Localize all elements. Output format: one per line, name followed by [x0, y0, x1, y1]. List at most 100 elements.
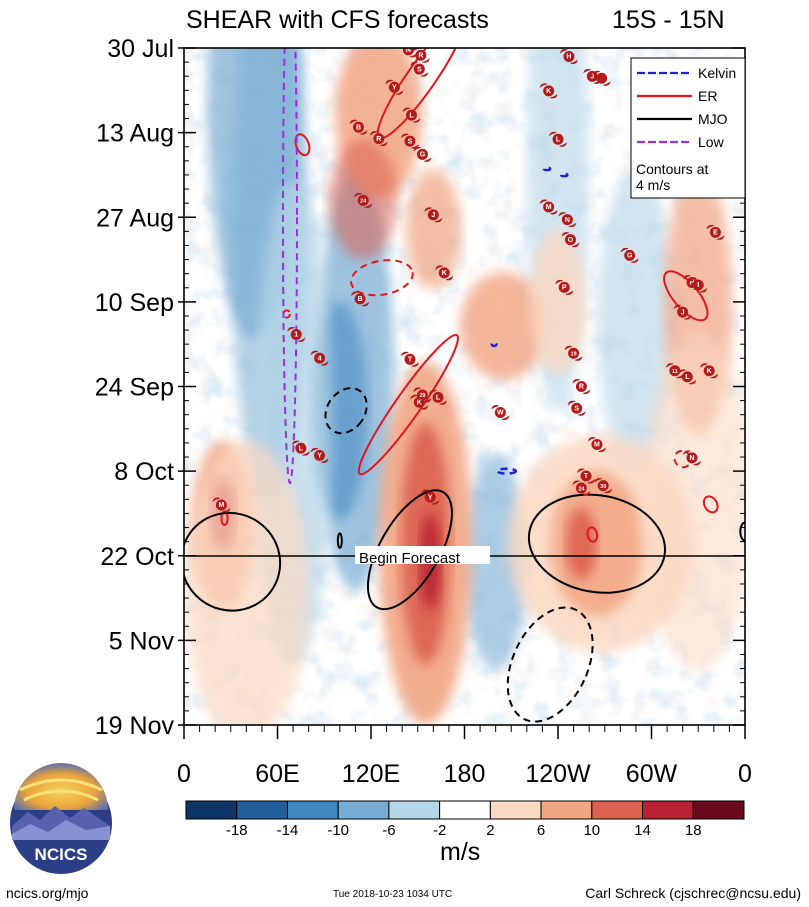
- storm-marker: Y: [310, 447, 329, 463]
- storm-arm: [411, 48, 430, 63]
- anomaly-blob: [565, 507, 597, 580]
- storm-icon: [373, 133, 385, 145]
- contour-line: [542, 166, 552, 172]
- storm-arm: [424, 207, 443, 223]
- storm-arm: [539, 83, 558, 99]
- storm-arm: [594, 478, 613, 494]
- storm-marker: K: [435, 265, 454, 281]
- colorbar-swatch: [236, 800, 288, 820]
- colorbar-label: -14: [277, 822, 299, 839]
- footer-author: Carl Schreck (cjschrec@ncsu.edu): [585, 885, 801, 901]
- y-tick-label: 27 Aug: [96, 204, 174, 232]
- storm-marker: M: [539, 199, 558, 215]
- storm-arm: [349, 119, 368, 135]
- contour-line: [357, 333, 460, 476]
- storm-label: M: [546, 204, 552, 211]
- storm-icon: [388, 81, 400, 93]
- storm-label: I: [697, 282, 699, 289]
- forecast-label: Begin Forecast: [359, 550, 461, 567]
- anomaly-blob: [529, 229, 587, 375]
- storm-label: R: [579, 384, 584, 391]
- storm-arm: [572, 379, 591, 394]
- x-tick-label: 180: [444, 760, 486, 788]
- storm-marker: N: [683, 450, 702, 466]
- storm-arm: [587, 437, 606, 453]
- storm-icon: [575, 381, 587, 392]
- storm-icon: [596, 72, 608, 84]
- colorbar-swatch: [185, 800, 238, 820]
- storm-label: J: [681, 309, 685, 316]
- storm-icon: [215, 499, 227, 511]
- storm-arm: [435, 265, 454, 281]
- colorbar-swatch: [489, 800, 542, 820]
- storm-label: L: [436, 395, 441, 402]
- storm-icon: [438, 267, 450, 279]
- storm-label: N: [406, 47, 411, 54]
- anomaly-blob: [459, 271, 548, 381]
- storm-arm: [559, 48, 578, 64]
- contour-line: [336, 532, 343, 549]
- storm-label: N: [565, 217, 570, 224]
- contour-line: [294, 133, 311, 157]
- storm-arm: [410, 394, 429, 410]
- storm-arm: [567, 400, 586, 416]
- legend: Kelvin ER MJO Low Contours at 4 m/s: [630, 57, 746, 199]
- storm-arm: [351, 291, 370, 307]
- logo-mountains-front: [12, 820, 110, 840]
- colorbar-swatch: [642, 800, 694, 820]
- storm-icon: [354, 293, 366, 305]
- storm-marker: 30: [594, 478, 613, 494]
- contour-line: [495, 467, 518, 475]
- storm-arm: [409, 52, 418, 58]
- storm-arm: [592, 70, 611, 86]
- storm-marker: L: [678, 369, 697, 385]
- storm-marker: G: [413, 146, 432, 162]
- storm-icon: [568, 347, 580, 359]
- storm-arm: [413, 146, 432, 162]
- storm-icon: [416, 148, 428, 160]
- storm-label: T: [408, 356, 413, 363]
- storm-arm: [410, 61, 429, 77]
- storm-arm: [678, 369, 697, 385]
- storm-icon: [314, 449, 326, 461]
- colorbar-label: 2: [486, 822, 494, 839]
- storm-marker: 1: [287, 327, 306, 343]
- contour-line: [506, 606, 594, 723]
- storm-label: S: [574, 405, 579, 412]
- storm-marker: G: [620, 247, 639, 263]
- storm-icon: [353, 121, 365, 133]
- colorbar: -18 -14 -10 -6 -2 2 6 10 14 18: [185, 800, 745, 839]
- colorbar-label: 10: [583, 822, 600, 839]
- colorbar-label: -2: [433, 822, 446, 839]
- storm-icon: [424, 491, 436, 503]
- storm-arm: [413, 387, 432, 403]
- storm-icon: [669, 365, 681, 377]
- storm-marker: L: [291, 440, 310, 456]
- chart-title: SHEAR with CFS forecasts: [186, 6, 489, 34]
- storm-label: L: [556, 136, 561, 143]
- storm-arm: [369, 131, 388, 147]
- contour-line: [490, 341, 498, 348]
- storm-arm: [212, 497, 231, 513]
- colorbar-swatch: [540, 800, 593, 820]
- contour-line: [282, 309, 291, 319]
- storm-marker: 24: [572, 480, 591, 496]
- storm-icon: [575, 482, 587, 494]
- y-tick-label: 30 Jul: [107, 35, 174, 63]
- storm-icon: [703, 365, 715, 377]
- legend-label-er: ER: [698, 88, 717, 104]
- storm-arm: [291, 440, 310, 456]
- storm-label: K: [707, 368, 712, 375]
- storm-label: 1: [294, 332, 298, 339]
- storm-icon: [357, 194, 369, 206]
- storm-marker: R: [369, 131, 388, 147]
- colorbar-label: -18: [226, 822, 248, 839]
- storm-icon: [432, 391, 444, 403]
- storm-icon: [406, 109, 418, 121]
- storm-icon: [404, 135, 416, 147]
- storm-arm: [400, 351, 419, 367]
- storm-arm: [539, 199, 558, 215]
- storm-icon: [295, 442, 307, 454]
- storm-marker: E: [706, 224, 725, 240]
